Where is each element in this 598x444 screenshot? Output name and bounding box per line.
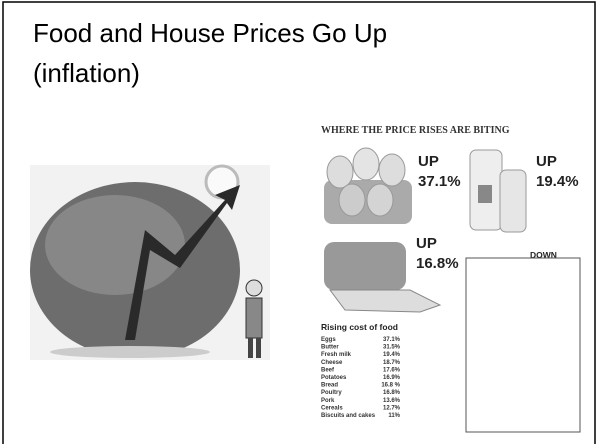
row-value: 16.8 % <box>381 383 400 389</box>
title-line: (inflation) <box>33 58 140 88</box>
row-label: Cereals <box>321 405 343 411</box>
row-label: Fresh milk <box>321 352 352 358</box>
table-title: Rising cost of food <box>321 322 398 332</box>
row-label: Beef <box>321 367 335 373</box>
row-label: Bread <box>321 383 338 389</box>
callout-direction: UP <box>418 153 439 170</box>
row-value: 18.7% <box>383 360 401 366</box>
blank-box <box>466 258 580 432</box>
slide: Food and House Prices Go Up (inflation) … <box>0 0 598 444</box>
row-label: Butter <box>321 345 339 351</box>
row-value: 16.8% <box>383 390 401 396</box>
callout-direction: UP <box>416 235 437 252</box>
callout-change: 16.8% <box>416 255 459 272</box>
row-label: Poultry <box>321 390 342 396</box>
callout-direction: UP <box>536 153 557 170</box>
row-value: 31.5% <box>383 345 401 351</box>
potato-illustration <box>30 165 270 360</box>
row-value: 12.7% <box>383 405 401 411</box>
callout-change: 37.1% <box>418 173 461 190</box>
row-value: 16.9% <box>383 375 401 381</box>
infographic-heading: WHERE THE PRICE RISES ARE BITING <box>321 125 510 136</box>
callout-change: 19.4% <box>536 173 579 190</box>
row-value: 17.6% <box>383 367 401 373</box>
row-value: 37.1% <box>383 337 401 343</box>
row-label: Cheese <box>321 360 343 366</box>
row-value: 13.6% <box>383 398 401 404</box>
row-label: Potatoes <box>321 375 347 381</box>
row-value: 11% <box>388 413 400 419</box>
eggs-image <box>324 148 412 224</box>
row-label: Eggs <box>321 337 336 343</box>
row-label: Biscuits and cakes <box>321 413 376 419</box>
title-line: Food and House Prices Go Up <box>33 18 387 48</box>
row-label: Pork <box>321 398 335 404</box>
row-value: 19.4% <box>383 352 401 358</box>
